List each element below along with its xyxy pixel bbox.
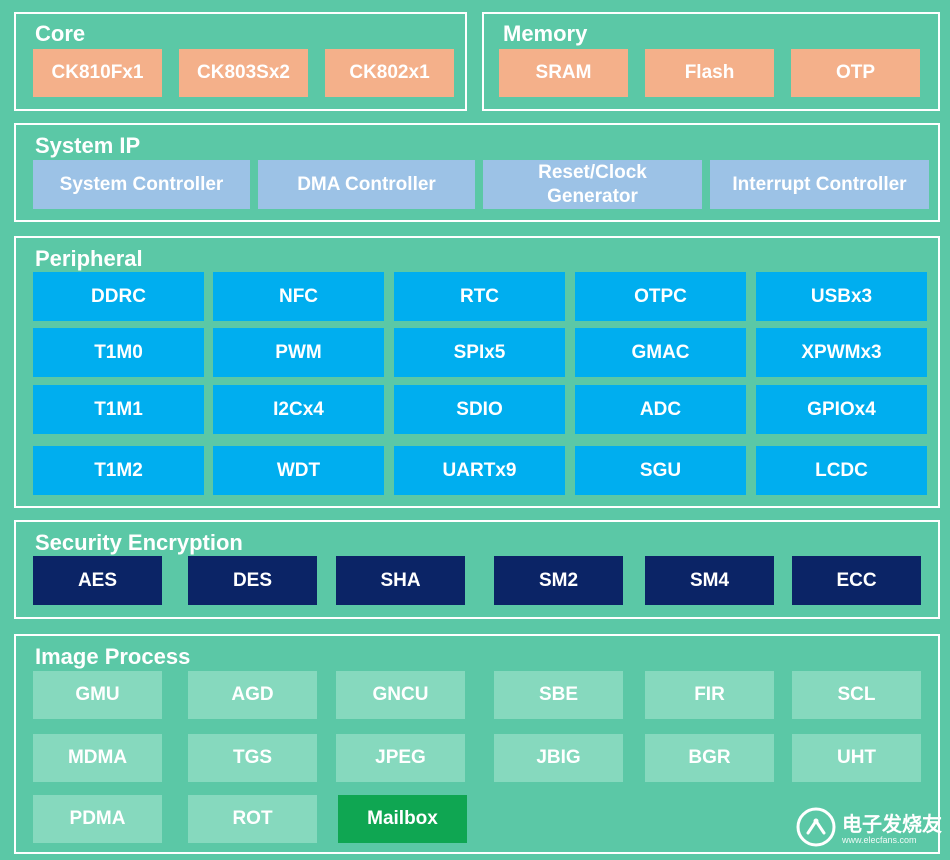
system-ip-section: System IP [14,123,940,222]
memory-title: Memory [503,21,588,46]
security-title: Security Encryption [35,530,243,555]
peripheral-block-t1m1: T1M1 [33,385,204,434]
peripheral-block-otpc: OTPC [575,272,746,321]
image-block-mdma: MDMA [33,734,162,782]
elecfans-logo-icon [796,807,836,852]
peripheral-block-t1m2: T1M2 [33,446,204,495]
image-block-mailbox: Mailbox [338,795,467,843]
image-block-uht: UHT [792,734,921,782]
image-block-agd: AGD [188,671,317,719]
peripheral-block-gmac: GMAC [575,328,746,377]
system-ip-title: System IP [35,133,141,158]
peripheral-block-gpiox4: GPIOx4 [756,385,927,434]
image-block-tgs: TGS [188,734,317,782]
peripheral-block-lcdc: LCDC [756,446,927,495]
security-block-sha: SHA [336,556,465,605]
security-block-aes: AES [33,556,162,605]
peripheral-block-nfc: NFC [213,272,384,321]
memory-block-otp: OTP [791,49,920,97]
image-process-title: Image Process [35,644,191,669]
peripheral-block-ddrc: DDRC [33,272,204,321]
peripheral-block-spix5: SPIx5 [394,328,565,377]
system-ip-block-interrupt-controller: Interrupt Controller [710,160,929,209]
image-block-scl: SCL [792,671,921,719]
image-block-pdma: PDMA [33,795,162,843]
memory-block-flash: Flash [645,49,774,97]
security-block-ecc: ECC [792,556,921,605]
system-ip-block-dma-controller: DMA Controller [258,160,475,209]
core-block-ck803: CK803Sx2 [179,49,308,97]
peripheral-block-rtc: RTC [394,272,565,321]
core-block-ck810: CK810Fx1 [33,49,162,97]
peripheral-block-i2cx4: I2Cx4 [213,385,384,434]
core-section: Core [14,12,467,111]
image-block-fir: FIR [645,671,774,719]
peripheral-block-wdt: WDT [213,446,384,495]
peripheral-block-uartx9: UARTx9 [394,446,565,495]
system-ip-block-reset-clock: Reset/Clock Generator [483,160,702,209]
security-block-des: DES [188,556,317,605]
peripheral-block-sgu: SGU [575,446,746,495]
security-block-sm2: SM2 [494,556,623,605]
image-block-sbe: SBE [494,671,623,719]
security-block-sm4: SM4 [645,556,774,605]
image-block-rot: ROT [188,795,317,843]
image-process-section: Image Process [14,634,940,854]
image-block-jbig: JBIG [494,734,623,782]
peripheral-block-pwm: PWM [213,328,384,377]
watermark-text: 电子发烧友 [842,813,942,836]
memory-block-sram: SRAM [499,49,628,97]
peripheral-block-adc: ADC [575,385,746,434]
peripheral-block-usbx3: USBx3 [756,272,927,321]
image-block-jpeg: JPEG [336,734,465,782]
image-block-bgr: BGR [645,734,774,782]
watermark-text-group: 电子发烧友 www.elecfans.com [842,815,942,845]
peripheral-title: Peripheral [35,246,143,271]
system-ip-block-system-controller: System Controller [33,160,250,209]
image-block-gncu: GNCU [336,671,465,719]
peripheral-block-t1m0: T1M0 [33,328,204,377]
watermark: 电子发烧友 www.elecfans.com [796,807,942,852]
peripheral-block-sdio: SDIO [394,385,565,434]
peripheral-section: Peripheral [14,236,940,508]
peripheral-block-xpwmx3: XPWMx3 [756,328,927,377]
core-title: Core [35,21,86,46]
memory-section: Memory [482,12,940,111]
image-block-gmu: GMU [33,671,162,719]
core-block-ck802: CK802x1 [325,49,454,97]
watermark-subtext: www.elecfans.com [842,834,917,845]
security-section: Security Encryption [14,520,940,619]
